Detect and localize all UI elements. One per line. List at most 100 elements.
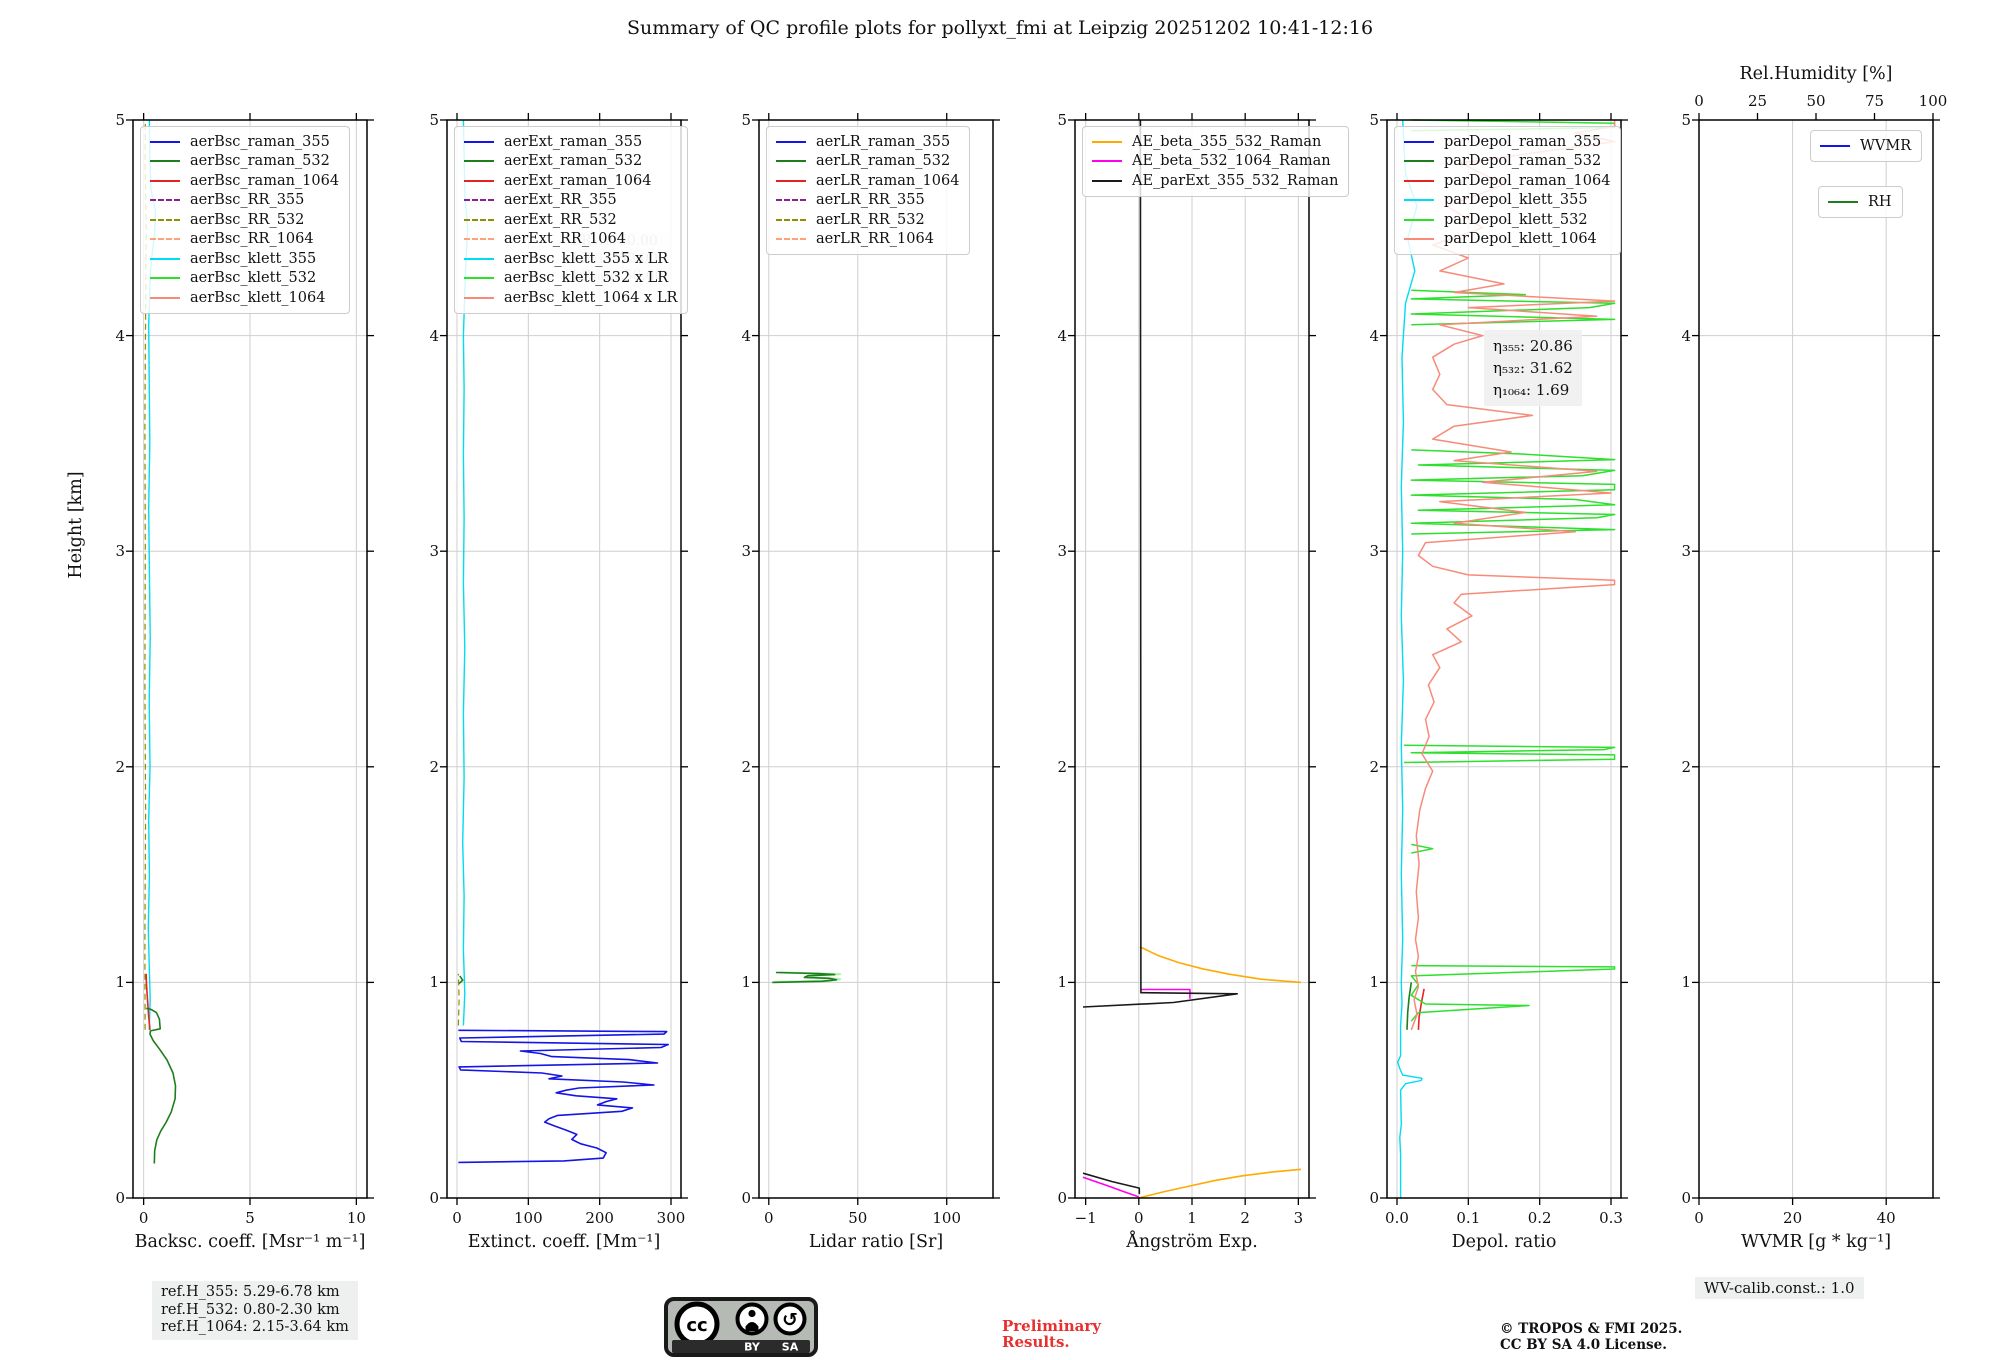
series-parDepol_klett_532 bbox=[1404, 744, 1616, 764]
legend-wvmr: WVMR bbox=[1810, 130, 1923, 162]
x-tick-label: 300 bbox=[656, 1209, 686, 1227]
ref-h-1064: ref.H_1064: 2.15-3.64 km bbox=[161, 1319, 349, 1335]
legend-entry: aerLR_RR_1064 bbox=[776, 230, 959, 250]
series-aerBsc_raman_1064 bbox=[145, 973, 151, 1030]
legend-line-swatch bbox=[464, 277, 494, 280]
legend-label: aerExt_raman_532 bbox=[504, 153, 643, 170]
legend-label: aerBsc_RR_1064 bbox=[190, 231, 314, 248]
y-tick-label: 2 bbox=[115, 757, 125, 776]
axis-label-lidar-ratio: Lidar ratio [Sr] bbox=[808, 1232, 944, 1252]
axes-spine-lidar-ratio bbox=[758, 119, 994, 1199]
copyright-line-2: CC BY SA 4.0 License. bbox=[1500, 1336, 1667, 1353]
y-tick-label: 5 bbox=[1681, 111, 1691, 129]
axis-label-backscatter: Backsc. coeff. [Msr⁻¹ m⁻¹] bbox=[134, 1232, 366, 1252]
legend-line-swatch bbox=[1092, 179, 1122, 182]
legend-backscatter: aerBsc_raman_355 aerBsc_raman_532 aerBsc_r… bbox=[140, 126, 351, 314]
y-tick-label: 1 bbox=[1681, 973, 1691, 992]
legend-line-swatch bbox=[776, 218, 806, 221]
x-tick-label: 50 bbox=[848, 1209, 868, 1227]
y-tick-label: 0 bbox=[1369, 1189, 1379, 1207]
x-tick-label: 3 bbox=[1293, 1209, 1304, 1227]
legend-label: RH bbox=[1868, 193, 1892, 210]
x-tick-label: 0.1 bbox=[1456, 1209, 1481, 1227]
axes-spine-depol-ratio bbox=[1386, 119, 1622, 1199]
legend-angstroem: AE_beta_355_532_Raman AE_beta_532_1064_Ra… bbox=[1082, 126, 1350, 197]
legend-line-swatch bbox=[1404, 140, 1434, 143]
by-person-head bbox=[748, 1309, 756, 1318]
x-tick-label: 0.3 bbox=[1599, 1209, 1623, 1227]
axes-spine-extinction bbox=[446, 119, 682, 1199]
x-tick-label: 0 bbox=[1694, 1209, 1704, 1227]
legend-line-swatch bbox=[464, 296, 494, 299]
y-tick-label: 3 bbox=[429, 542, 439, 561]
series-AE_beta_532_1064_Raman bbox=[1140, 988, 1191, 999]
ref-h-532: ref.H_532: 0.80-2.30 km bbox=[161, 1301, 340, 1318]
legend-label: aerBsc_RR_355 bbox=[190, 192, 305, 209]
depol-calibration-annotation: η₃₅₅: 20.86 η₅₃₂: 31.62 η₁₀₆₄: 1.69 bbox=[1484, 330, 1582, 406]
y-tick-label: 0 bbox=[1057, 1189, 1067, 1207]
legend-entry: aerBsc_RR_355 bbox=[150, 191, 339, 211]
legend-entry: aerExt_RR_355 bbox=[464, 191, 677, 211]
x-tick-label: 40 bbox=[1876, 1209, 1896, 1227]
series-aerExt_raman_355 bbox=[458, 1029, 670, 1164]
legend-line-swatch bbox=[150, 218, 180, 221]
legend-line-swatch bbox=[1092, 160, 1122, 163]
legend-entry: aerLR_RR_532 bbox=[776, 210, 959, 230]
legend-line-swatch bbox=[1820, 144, 1850, 147]
y-tick-label: 5 bbox=[1057, 111, 1067, 129]
y-tick-label: 0 bbox=[429, 1189, 439, 1207]
annotation-line: η₁₀₆₄: 1.69 bbox=[1493, 381, 1570, 399]
legend-line-swatch bbox=[464, 218, 494, 221]
legend-label: aerBsc_raman_355 bbox=[190, 133, 330, 150]
legend-line-swatch bbox=[150, 179, 180, 182]
legend-label: aerExt_raman_355 bbox=[504, 133, 643, 150]
legend-label: aerBsc_raman_532 bbox=[190, 153, 330, 170]
y-tick-label: 4 bbox=[1681, 326, 1691, 345]
preliminary-line-2: Results. bbox=[1002, 1333, 1070, 1351]
legend-label: aerExt_RR_1064 bbox=[504, 231, 626, 248]
axis-label-extinction: Extinct. coeff. [Mm⁻¹] bbox=[467, 1232, 661, 1252]
series-AE_beta_532_1064_Raman bbox=[1082, 1176, 1140, 1198]
legend-entry: aerBsc_klett_532 bbox=[150, 269, 339, 289]
legend-label: parDepol_klett_1064 bbox=[1444, 231, 1597, 248]
legend-line-swatch bbox=[150, 296, 180, 299]
top-tick-label: 75 bbox=[1864, 92, 1885, 110]
legend-entry: RH bbox=[1828, 192, 1892, 212]
reference-height-annotation: ref.H_355: 5.29-6.78 km ref.H_532: 0.80-… bbox=[152, 1281, 358, 1340]
legend-label: AE_parExt_355_532_Raman bbox=[1132, 172, 1339, 189]
series-aerLR_raman_532 bbox=[772, 971, 838, 984]
copyright-line-1: © TROPOS & FMI 2025. bbox=[1500, 1321, 1683, 1337]
x-tick-label: 0 bbox=[764, 1209, 774, 1227]
legend-line-swatch bbox=[776, 179, 806, 182]
legend-line-swatch bbox=[464, 160, 494, 163]
legend-line-swatch bbox=[150, 160, 180, 163]
x-tick-label: 20 bbox=[1783, 1209, 1803, 1227]
legend-entry: AE_beta_355_532_Raman bbox=[1092, 132, 1338, 152]
legend-entry: aerExt_raman_1064 bbox=[464, 171, 677, 191]
legend-entry: aerExt_RR_532 bbox=[464, 210, 677, 230]
legend-label: aerBsc_klett_532 bbox=[190, 270, 317, 287]
y-tick-label: 3 bbox=[115, 542, 125, 561]
copyright-note: © TROPOS & FMI 2025. CC BY SA 4.0 Licens… bbox=[1500, 1321, 1683, 1353]
cc-by-label: BY bbox=[744, 1341, 761, 1354]
legend-label: aerExt_RR_355 bbox=[504, 192, 617, 209]
legend-entry: aerLR_raman_355 bbox=[776, 132, 959, 152]
legend-line-swatch bbox=[1404, 160, 1434, 163]
legend-wvmr-1: RH bbox=[1818, 186, 1903, 218]
legend-label: aerBsc_klett_355 bbox=[190, 250, 317, 267]
y-tick-label: 0 bbox=[1681, 1189, 1691, 1207]
x-tick-label: 0 bbox=[138, 1209, 149, 1227]
wv-calib-annotation: WV-calib.const.: 1.0 bbox=[1695, 1277, 1864, 1299]
x-tick-label: 200 bbox=[585, 1209, 614, 1227]
legend-entry: parDepol_klett_1064 bbox=[1404, 230, 1610, 250]
legend-label: parDepol_raman_355 bbox=[1444, 133, 1602, 150]
legend-label: aerLR_raman_532 bbox=[816, 153, 951, 170]
legend-entry: aerBsc_klett_532 x LR bbox=[464, 269, 677, 289]
annotation-line: η₃₅₅: 20.86 bbox=[1493, 337, 1573, 355]
legend-line-swatch bbox=[1092, 140, 1122, 143]
y-tick-label: 0 bbox=[115, 1189, 125, 1207]
legend-entry: aerExt_RR_1064 bbox=[464, 230, 677, 250]
x-tick-label: −1 bbox=[1074, 1209, 1097, 1227]
